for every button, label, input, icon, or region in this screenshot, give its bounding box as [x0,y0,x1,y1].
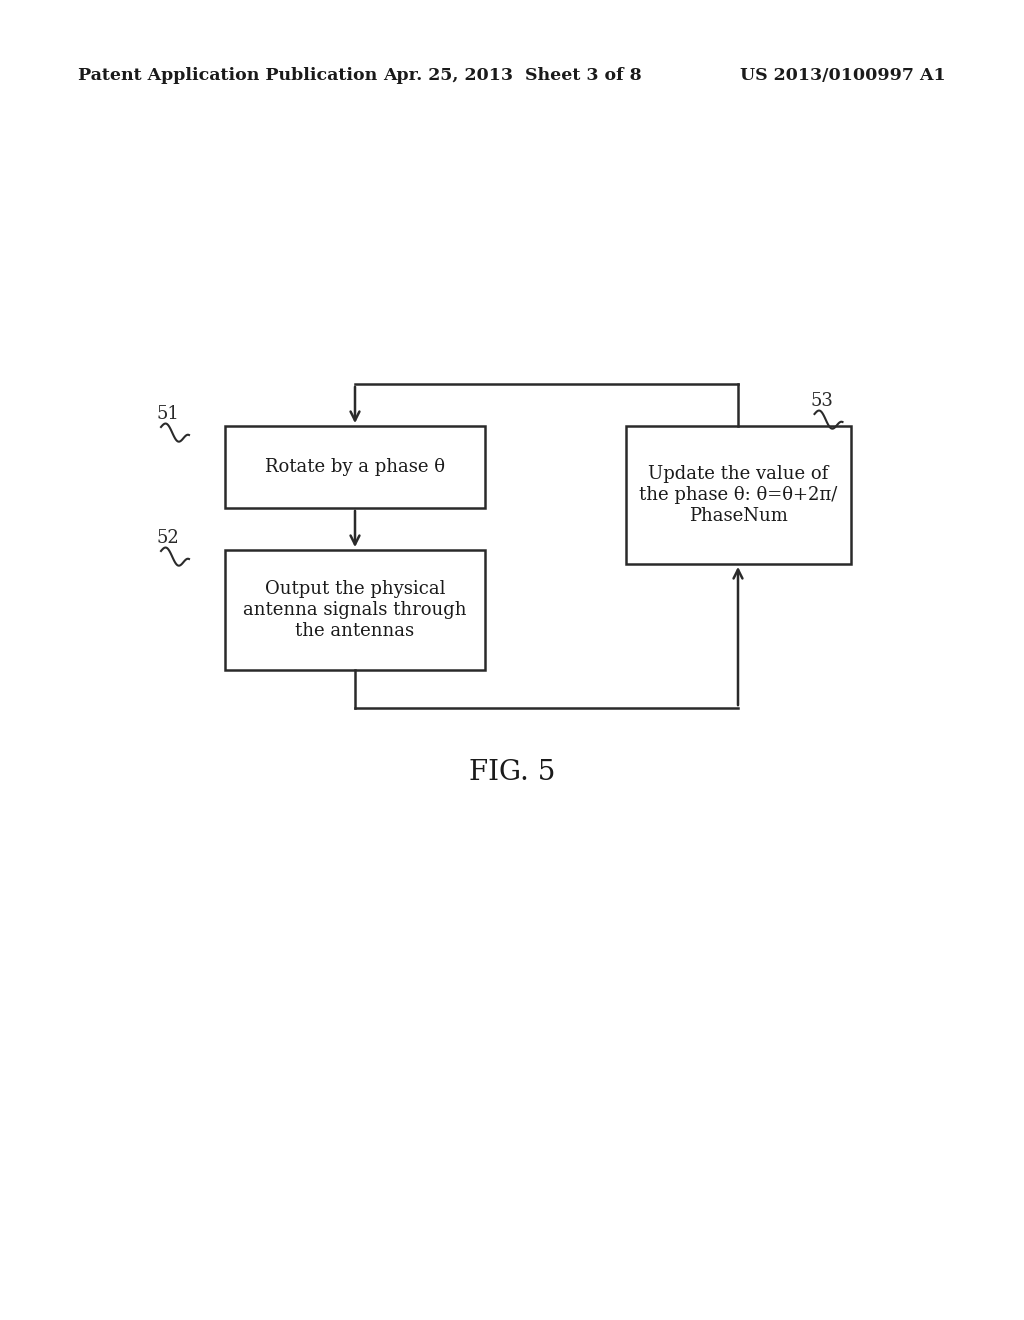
Text: Output the physical
antenna signals through
the antennas: Output the physical antenna signals thro… [244,581,467,640]
Bar [626,426,851,564]
Bar [225,550,485,671]
Bar [225,426,485,508]
Text: Apr. 25, 2013  Sheet 3 of 8: Apr. 25, 2013 Sheet 3 of 8 [383,66,641,83]
Text: FIG. 5: FIG. 5 [469,759,555,785]
Text: 53: 53 [811,392,834,411]
Text: 52: 52 [157,529,180,546]
Text: US 2013/0100997 A1: US 2013/0100997 A1 [740,66,946,83]
Text: Rotate by a phase θ: Rotate by a phase θ [265,458,445,477]
Text: Update the value of
the phase θ: θ=θ+2π/
PhaseNum: Update the value of the phase θ: θ=θ+2π/… [639,465,838,525]
Text: Patent Application Publication: Patent Application Publication [78,66,377,83]
Text: 51: 51 [157,405,180,422]
